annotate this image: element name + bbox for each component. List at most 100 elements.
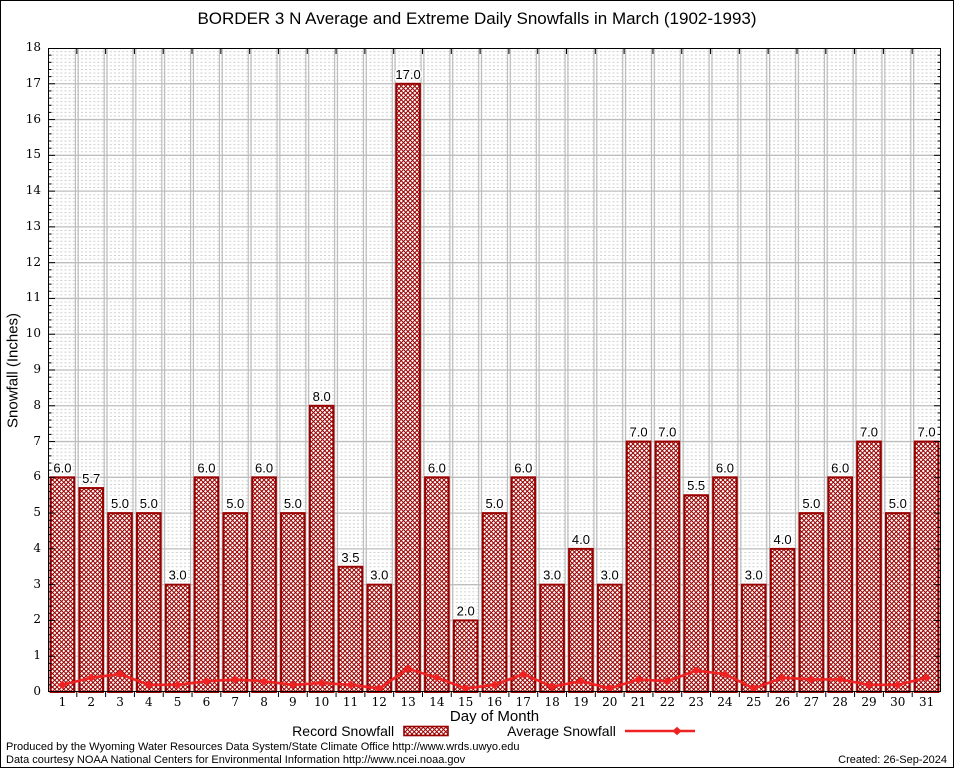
bar-day-26 (769, 547, 796, 693)
x-tick-label: 9 (289, 695, 297, 709)
y-tick-label: 1 (33, 648, 41, 663)
average-marker (518, 669, 528, 679)
record-snowfall-bars (49, 82, 940, 694)
bar-value-label: 6.0 (428, 460, 446, 475)
bar-value-label: 6.0 (831, 460, 849, 475)
x-axis-tick-labels: 1 2 3 4 5 6 7 8 9 10 11 12 13 14 15 16 17 18 19 20 21 22 23 24 2… (48, 695, 941, 710)
bar-value-label: 5.0 (226, 496, 244, 511)
bar-day-17 (510, 476, 537, 694)
y-tick-label: 13 (25, 218, 41, 233)
y-tick-label: 3 (33, 576, 41, 591)
x-tick-label: 5 (173, 695, 182, 709)
bar-day-19 (568, 547, 594, 693)
bar-value-label: 5.0 (802, 496, 820, 511)
average-marker (777, 673, 788, 682)
bar-day-3 (107, 512, 133, 693)
bar-value-label: 6.0 (197, 460, 215, 475)
average-marker (605, 684, 615, 693)
average-marker (403, 664, 413, 673)
x-tick-label: 31 (918, 695, 935, 709)
y-tick-label: 6 (33, 469, 41, 484)
bar-value-labels: 6.0 5.7 5.0 5.0 3.0 6.0 5.0 6.0 5.0 8.0 3.5 3.0 17.0… (52, 65, 937, 620)
bar-value-label: 3.0 (543, 568, 561, 583)
bar-day-11 (337, 565, 364, 693)
bar-value-label: 6.0 (716, 460, 734, 475)
bar-value-label: 2.0 (457, 603, 475, 618)
bar-value-label: 3.0 (745, 568, 763, 583)
bar-value-label: 4.0 (774, 532, 792, 547)
bar-day-24 (712, 476, 738, 694)
x-tick-label: 17 (515, 695, 531, 709)
bar-day-8 (251, 476, 277, 694)
x-tick-label: 4 (144, 695, 153, 709)
x-tick-label: 8 (260, 695, 268, 709)
average-marker (115, 669, 125, 679)
bar-value-label: 7.0 (860, 425, 878, 440)
y-tick-label: 0 (33, 684, 41, 698)
x-tick-label: 10 (314, 695, 330, 709)
x-tick-label: 7 (231, 695, 240, 709)
x-tick-label: 19 (573, 695, 589, 709)
bar-value-label: 6.0 (53, 460, 71, 475)
average-marker (547, 682, 557, 691)
y-tick-label: 4 (33, 540, 41, 555)
average-marker (374, 684, 384, 693)
y-tick-label: 17 (25, 75, 41, 90)
bar-day-20 (596, 583, 623, 694)
average-marker (662, 677, 672, 686)
y-tick-label: 16 (25, 111, 41, 126)
bar-day-13 (395, 82, 421, 694)
bar-value-label: 17.0 (395, 67, 420, 82)
average-marker (86, 673, 96, 682)
x-tick-label: 14 (429, 695, 445, 709)
bar-day-15 (452, 619, 479, 694)
legend-record-snowfall-label: Record Snowfall (292, 723, 395, 739)
bar-value-label: 3.0 (601, 568, 619, 583)
average-marker (893, 680, 903, 690)
average-marker (201, 677, 212, 686)
average-marker (173, 680, 183, 690)
x-tick-label: 22 (659, 695, 675, 709)
y-tick-label: 15 (25, 147, 41, 162)
bar-day-21 (625, 440, 652, 693)
bar-day-16 (481, 512, 508, 693)
bar-value-label: 3.0 (169, 568, 187, 583)
average-snowfall-line (57, 664, 932, 693)
x-tick-label: 27 (803, 695, 819, 709)
average-marker (489, 680, 500, 690)
snowfall-chart: 6.0 5.7 5.0 5.0 3.0 6.0 5.0 6.0 5.0 8.0 3.5 3.0 17.0… (48, 48, 941, 697)
y-tick-label: 14 (25, 183, 41, 198)
x-tick-label: 21 (630, 695, 647, 709)
average-marker (576, 677, 586, 686)
x-tick-label: 3 (116, 695, 124, 709)
bar-day-6 (193, 476, 220, 694)
footer-row: Data courtesy NOAA National Centers for … (6, 754, 947, 766)
y-tick-label: 11 (25, 290, 41, 305)
bar-value-label: 3.5 (341, 550, 359, 565)
x-tick-label: 18 (544, 695, 560, 709)
average-marker (461, 684, 471, 693)
y-tick-label: 10 (25, 326, 41, 341)
x-tick-label: 13 (400, 695, 416, 709)
average-marker (720, 669, 730, 679)
y-axis-tick-labels: 0 1 2 3 4 5 6 7 8 9 10 11 12 13 14 15 16 17 18 (1, 40, 44, 698)
average-marker (317, 678, 327, 688)
average-marker (691, 666, 701, 675)
bar-value-label: 5.0 (485, 496, 503, 511)
x-tick-label: 2 (87, 695, 96, 709)
bar-day-29 (856, 440, 882, 693)
average-marker (749, 684, 759, 693)
x-tick-label: 24 (717, 695, 733, 709)
average-marker (345, 680, 356, 690)
bar-value-label: 8.0 (313, 389, 331, 404)
bar-day-22 (654, 440, 681, 693)
bar-value-label: 7.0 (918, 425, 936, 440)
bar-value-label: 5.0 (889, 496, 907, 511)
footer-producer-line: Produced by the Wyoming Water Resources … (6, 741, 520, 753)
bar-day-9 (280, 512, 306, 693)
bar-day-4 (136, 512, 162, 693)
record-snowfall-swatch (403, 725, 449, 737)
bar-day-14 (424, 476, 450, 694)
legend: Record Snowfall Average Snowfall (48, 723, 941, 739)
